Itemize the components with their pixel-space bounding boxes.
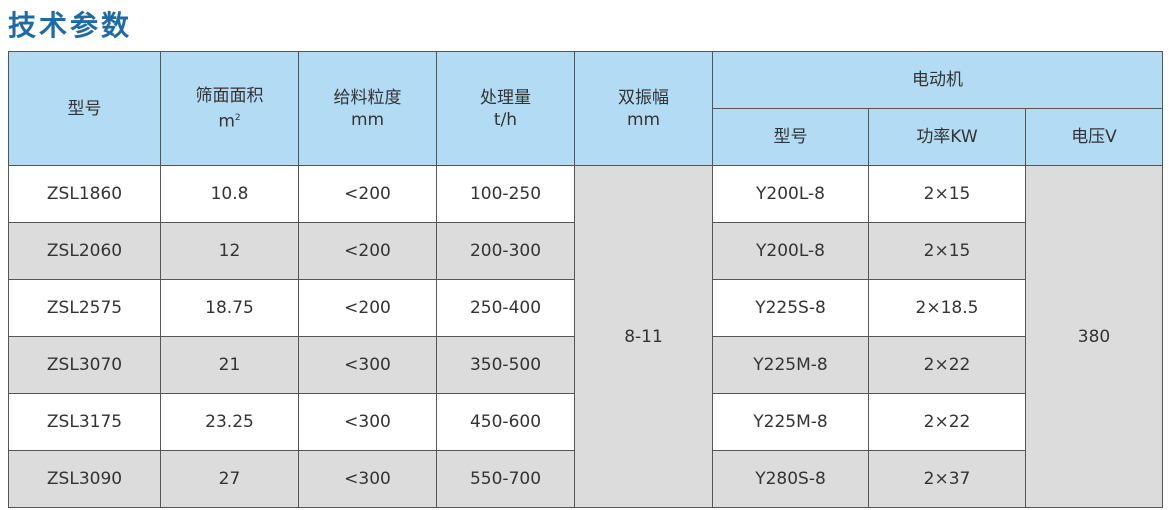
cell-power: 2×18.5: [868, 279, 1026, 337]
cell-area: 27: [160, 450, 299, 508]
cell-capacity: 350-500: [436, 336, 575, 394]
cell-capacity: 200-300: [436, 222, 575, 280]
cell-feed: <300: [298, 336, 437, 394]
header-model: 型号: [8, 51, 161, 166]
header-capacity: 处理量 t/h: [436, 51, 575, 166]
cell-capacity: 100-250: [436, 165, 575, 223]
cell-motor-model: Y225M-8: [712, 393, 869, 451]
cell-feed: <300: [298, 393, 437, 451]
cell-power: 2×22: [868, 336, 1026, 394]
cell-amplitude: 8-11: [574, 165, 713, 508]
page-title: 技术参数: [8, 9, 133, 42]
cell-motor-model: Y225M-8: [712, 336, 869, 394]
header-amplitude: 双振幅 mm: [574, 51, 713, 166]
table-row: ZSL2575 18.75 <200 250-400 Y225S-8 2×18.5: [8, 279, 1163, 337]
table-row: ZSL2060 12 <200 200-300 Y200L-8 2×15: [8, 222, 1163, 280]
header-motor-voltage: 电压V: [1024, 108, 1164, 166]
cell-capacity: 450-600: [436, 393, 575, 451]
cell-area: 12: [160, 222, 299, 280]
cell-model: ZSL1860: [8, 165, 161, 223]
spec-table: 型号 筛面面积 m2 给料粒度 mm 处理量 t/h 双振幅 mm 电动机 型号 功率K…: [8, 51, 1164, 508]
cell-motor-model: Y200L-8: [712, 165, 869, 223]
cell-voltage: 380: [1024, 165, 1164, 508]
cell-area: 23.25: [160, 393, 299, 451]
header-motor-power: 功率KW: [868, 108, 1026, 166]
cell-power: 2×15: [868, 222, 1026, 280]
cell-area: 10.8: [160, 165, 299, 223]
cell-model: ZSL3175: [8, 393, 161, 451]
cell-feed: <200: [298, 165, 437, 223]
cell-motor-model: Y225S-8: [712, 279, 869, 337]
cell-capacity: 250-400: [436, 279, 575, 337]
cell-feed: <200: [298, 279, 437, 337]
table-row: ZSL3070 21 <300 350-500 Y225M-8 2×22: [8, 336, 1163, 394]
cell-power: 2×15: [868, 165, 1026, 223]
cell-motor-model: Y200L-8: [712, 222, 869, 280]
table-row: ZSL3090 27 <300 550-700 Y280S-8 2×37: [8, 450, 1163, 508]
header-screen-area: 筛面面积 m2: [160, 51, 299, 166]
header-feed-size: 给料粒度 mm: [298, 51, 437, 166]
cell-model: ZSL3090: [8, 450, 161, 508]
header-motor: 电动机: [711, 51, 1164, 109]
header-motor-model: 型号: [712, 108, 869, 166]
cell-motor-model: Y280S-8: [712, 450, 869, 508]
table-row: ZSL3175 23.25 <300 450-600 Y225M-8 2×22: [8, 393, 1163, 451]
cell-capacity: 550-700: [436, 450, 575, 508]
cell-feed: <200: [298, 222, 437, 280]
cell-power: 2×37: [868, 450, 1026, 508]
cell-area: 18.75: [160, 279, 299, 337]
cell-feed: <300: [298, 450, 437, 508]
cell-area: 21: [160, 336, 299, 394]
cell-model: ZSL3070: [8, 336, 161, 394]
table-row: ZSL1860 10.8 <200 100-250 8-11 Y200L-8 2×15 380: [8, 165, 1164, 508]
cell-power: 2×22: [868, 393, 1026, 451]
cell-model: ZSL2575: [8, 279, 161, 337]
cell-model: ZSL2060: [8, 222, 161, 280]
